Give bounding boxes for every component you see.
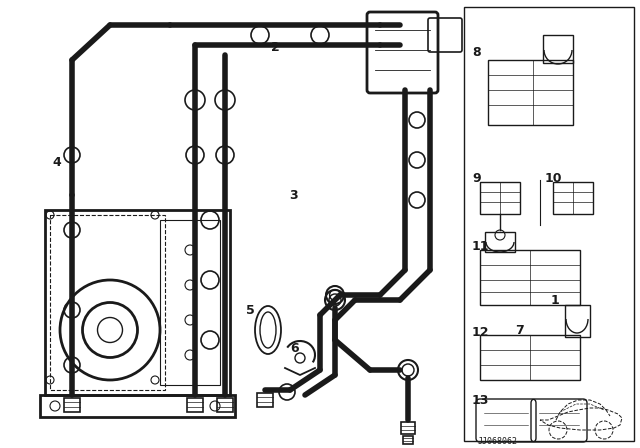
Bar <box>257 393 273 407</box>
Bar <box>64 398 80 412</box>
Bar <box>464 7 634 441</box>
Text: 5: 5 <box>246 303 254 316</box>
Text: 11: 11 <box>472 240 490 253</box>
Bar <box>401 422 415 434</box>
Text: 6: 6 <box>291 341 300 354</box>
Text: JJ068062: JJ068062 <box>478 437 518 446</box>
Text: 12: 12 <box>472 326 490 339</box>
Text: 2: 2 <box>271 40 280 53</box>
Bar <box>403 436 413 444</box>
Bar <box>50 215 165 390</box>
Text: 7: 7 <box>516 323 524 336</box>
Bar <box>40 395 235 417</box>
Bar <box>45 210 230 395</box>
Text: 8: 8 <box>472 46 481 59</box>
Bar <box>217 398 233 412</box>
Bar <box>187 398 203 412</box>
Bar <box>485 232 515 252</box>
Text: 4: 4 <box>52 155 61 168</box>
Bar <box>160 220 220 385</box>
Text: 13: 13 <box>472 393 490 406</box>
Text: 1: 1 <box>550 293 559 306</box>
Bar <box>543 35 573 63</box>
Text: 3: 3 <box>289 189 298 202</box>
Text: 10: 10 <box>545 172 563 185</box>
Text: 9: 9 <box>472 172 481 185</box>
Bar <box>565 305 590 337</box>
